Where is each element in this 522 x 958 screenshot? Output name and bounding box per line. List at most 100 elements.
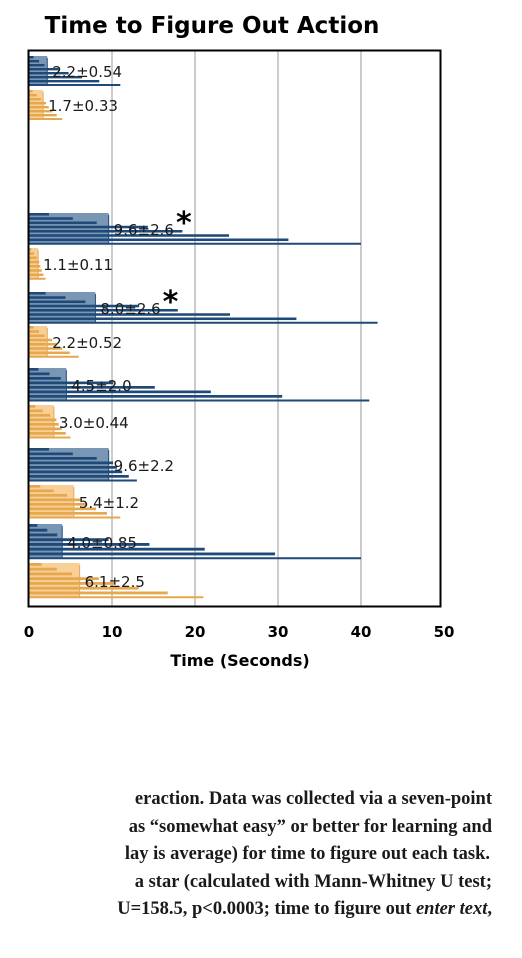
distribution-step <box>29 577 99 581</box>
significance-star: * <box>163 285 179 320</box>
bars <box>29 56 378 599</box>
distribution-step <box>29 414 51 417</box>
distribution-step <box>29 118 63 120</box>
distribution-step <box>29 351 70 355</box>
figure-caption: eraction. Data was collected via a seven… <box>0 786 522 924</box>
distribution-step <box>29 68 59 71</box>
distribution-step <box>29 528 48 532</box>
distribution-step <box>29 552 276 556</box>
distribution-step <box>29 321 378 324</box>
value-label-4-orange: 3.0±0.44 <box>59 414 129 432</box>
distribution-step <box>29 326 34 329</box>
distribution-step <box>29 269 42 272</box>
distribution-step <box>29 217 73 220</box>
distribution-step <box>29 238 289 242</box>
value-label-5-blue: 9.6±2.2 <box>114 457 174 475</box>
distribution-step <box>29 106 49 109</box>
distribution-step <box>29 448 49 451</box>
distribution-step <box>29 386 155 389</box>
distribution-step <box>29 372 50 376</box>
distribution-step <box>29 242 361 245</box>
value-label-1-blue: 2.2±0.54 <box>52 63 122 81</box>
significance-star: * <box>176 206 192 241</box>
bar-group-1-blue <box>29 56 121 86</box>
distribution-step <box>29 84 121 86</box>
distribution-step <box>29 512 107 515</box>
bar-group-4-orange <box>29 405 71 439</box>
distribution-step <box>29 516 121 519</box>
distribution-step <box>29 277 46 280</box>
bar-group-6-orange <box>29 563 204 599</box>
distribution-step <box>29 265 41 268</box>
value-label-3-blue: 8.0±2.6 <box>100 300 160 318</box>
distribution-step <box>29 538 109 542</box>
distribution-step <box>29 503 88 506</box>
distribution-step <box>29 368 39 371</box>
distribution-step <box>29 405 36 408</box>
distribution-step <box>29 572 73 576</box>
distribution-step <box>29 273 44 277</box>
value-label-2-blue: 9.6±2.6 <box>114 221 174 239</box>
bar-group-1-orange <box>29 90 63 120</box>
distribution-step <box>29 457 97 460</box>
distribution-step <box>29 304 140 308</box>
distribution-step <box>29 507 96 511</box>
distribution-step <box>29 256 37 260</box>
distribution-step <box>29 347 63 350</box>
distribution-step <box>29 64 45 67</box>
distribution-step <box>29 479 137 482</box>
distribution-step <box>29 300 86 304</box>
distribution-step <box>29 98 41 101</box>
caption-line-5: U=158.5, p<0.0003; time to figure out en… <box>0 896 522 924</box>
distribution-step <box>29 418 57 422</box>
bar-group-2-orange <box>29 248 46 280</box>
value-label-6-orange: 6.1±2.5 <box>85 573 145 591</box>
distribution-step <box>29 452 73 456</box>
distribution-step <box>29 377 61 380</box>
value-label-4-blue: 4.5±2.0 <box>71 377 131 395</box>
x-tick-label-0: 0 <box>24 623 34 641</box>
bar-group-2-blue <box>29 213 361 245</box>
distribution-step <box>29 423 59 426</box>
distribution-step <box>29 436 71 439</box>
distribution-step <box>29 524 38 527</box>
distribution-step <box>29 489 54 493</box>
chart-title: Time to Figure Out Action <box>45 13 380 39</box>
distribution-step <box>29 543 150 546</box>
distribution-step <box>29 213 49 216</box>
distribution-step <box>29 72 69 75</box>
x-tick-label-1: 10 <box>102 623 123 641</box>
caption-line-3: lay is average) for time to figure out e… <box>124 844 490 864</box>
distribution-step <box>29 596 204 599</box>
bar-group-4-blue <box>29 368 370 402</box>
distribution-step <box>29 432 66 435</box>
distribution-step <box>29 591 168 595</box>
distribution-step <box>29 225 148 229</box>
distribution-step <box>29 110 53 113</box>
x-tick-label-5: 50 <box>434 623 455 641</box>
distribution-step <box>29 470 123 474</box>
distribution-step <box>29 494 68 497</box>
bar-group-5-orange <box>29 485 121 519</box>
caption-line-5-end: , <box>487 899 492 919</box>
distribution-step <box>29 296 66 299</box>
distribution-step <box>29 563 42 566</box>
value-label-2-orange: 1.1±0.11 <box>43 256 113 274</box>
distribution-step <box>29 234 230 237</box>
distribution-step <box>29 343 57 346</box>
distribution-step <box>29 330 40 333</box>
distribution-step <box>29 409 43 413</box>
caption-line-1: eraction. Data was collected via a seven… <box>134 789 492 809</box>
x-axis-ticks: 0 10 20 30 40 50 <box>24 623 455 641</box>
distribution-step <box>29 56 34 59</box>
distribution-step <box>29 334 45 338</box>
distribution-step <box>29 102 47 105</box>
x-tick-label-3: 30 <box>268 623 289 641</box>
distribution-step <box>29 475 129 478</box>
distribution-step <box>29 248 32 251</box>
value-label-6-blue: 4.0±0.85 <box>67 534 137 552</box>
bar-group-3-orange <box>29 326 79 358</box>
distribution-step <box>29 390 211 394</box>
x-axis-label: Time (Seconds) <box>170 651 309 670</box>
